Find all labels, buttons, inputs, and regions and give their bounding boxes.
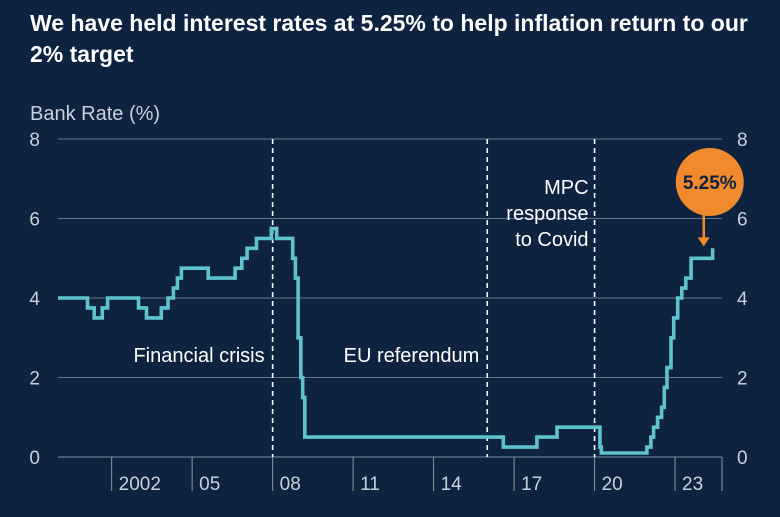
y-tick-label-right: 8	[737, 130, 748, 151]
x-tick-label: 23	[682, 474, 703, 495]
x-tick-label: 05	[199, 474, 220, 495]
x-tick-label: 2002	[119, 474, 161, 495]
y-tick-label-left: 8	[29, 130, 40, 151]
callout-label: 5.25%	[683, 173, 737, 194]
x-tick-label: 20	[602, 474, 623, 495]
chart-title: We have held interest rates at 5.25% to …	[30, 10, 748, 67]
bank-rate-series-line	[58, 226, 715, 455]
y-tick-label-right: 6	[737, 210, 748, 231]
y-tick-label-left: 0	[29, 448, 40, 469]
x-tick-label: 08	[280, 474, 301, 495]
event-label: MPC response to Covid	[506, 177, 588, 251]
y-tick-label-left: 2	[29, 369, 40, 390]
x-tick-label: 11	[360, 474, 380, 495]
y-tick-label-left: 6	[29, 210, 40, 231]
callout-bubble	[675, 148, 744, 216]
event-label: EU referendum	[344, 345, 480, 367]
y-tick-label-left: 4	[29, 289, 40, 310]
y-axis-label: Bank Rate (%)	[30, 103, 160, 125]
y-tick-label-right: 0	[737, 448, 748, 469]
y-tick-label-right: 4	[737, 289, 748, 310]
x-tick-label: 17	[521, 474, 542, 495]
x-tick-label: 14	[441, 474, 463, 495]
y-tick-label-right: 2	[737, 369, 748, 390]
event-label: Financial crisis	[133, 345, 264, 367]
callout-arrowhead	[697, 237, 710, 247]
